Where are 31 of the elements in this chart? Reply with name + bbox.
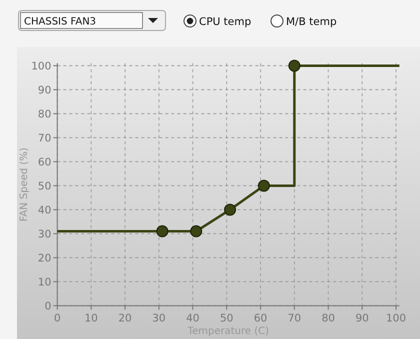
y-tick-label: 20 — [38, 252, 52, 265]
y-tick-label: 0 — [44, 300, 52, 313]
x-tick-label: 70 — [288, 312, 302, 325]
y-tick-label: 70 — [38, 132, 52, 145]
x-tick-label: 20 — [118, 312, 132, 325]
y-tick-label: 50 — [38, 180, 52, 193]
y-tick-label: 80 — [38, 108, 52, 121]
y-axis-title: FAN Speed (%) — [19, 147, 30, 222]
text: CPU temp — [199, 16, 252, 28]
y-tick-label: 30 — [38, 228, 52, 241]
dropdown-field: CHASSIS FAN3 — [18, 10, 166, 31]
y-tick-label: 100 — [31, 60, 52, 73]
point — [258, 180, 270, 192]
x-tick-label: 60 — [254, 312, 268, 325]
x-tick-label: 90 — [355, 312, 369, 325]
y-tick-label: 10 — [38, 276, 52, 289]
point — [288, 60, 300, 72]
x-tick-label: 10 — [84, 312, 98, 325]
x-tick-label: 100 — [386, 312, 406, 325]
y-tick-label: 40 — [38, 204, 52, 217]
point — [190, 225, 202, 238]
point — [156, 225, 168, 238]
x-tick-label: 30 — [152, 312, 166, 325]
text: M/B temp — [286, 16, 337, 28]
x-tick-label: 50 — [220, 312, 234, 325]
x-tick-label: 80 — [322, 312, 335, 325]
x-tick-label: 40 — [186, 312, 200, 325]
y-tick-label: 60 — [38, 156, 52, 169]
x-tick-label: 0 — [54, 312, 61, 325]
point — [224, 204, 236, 216]
y-tick-label: 90 — [38, 84, 52, 97]
